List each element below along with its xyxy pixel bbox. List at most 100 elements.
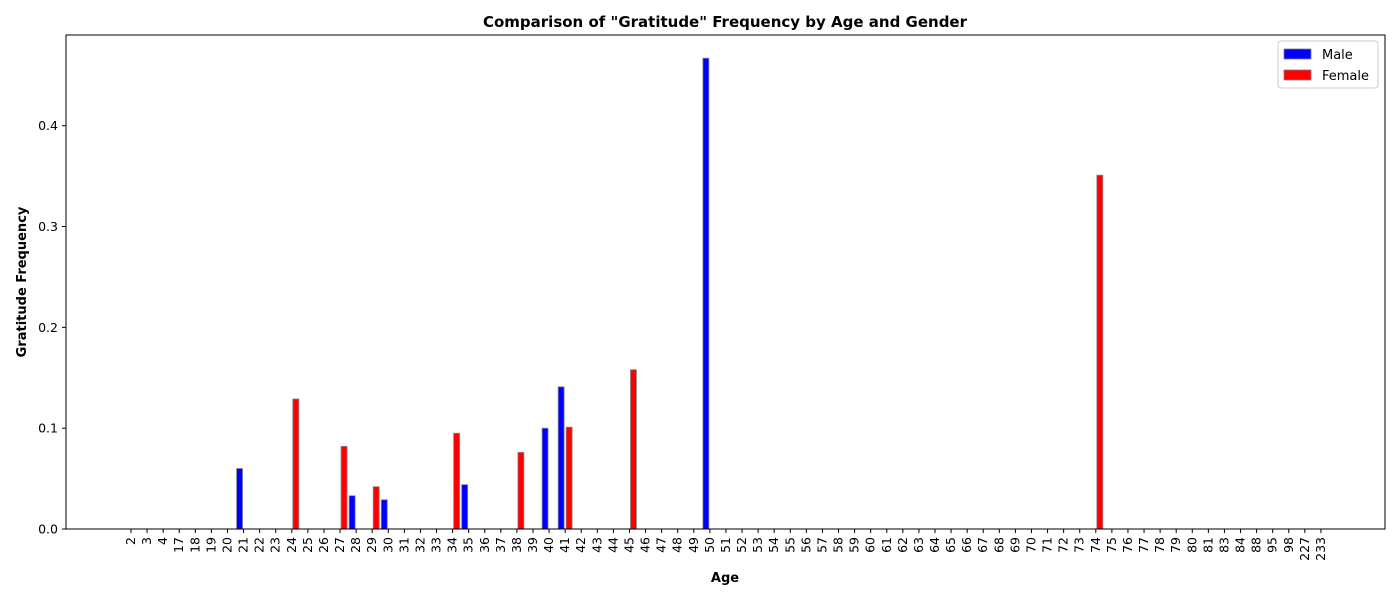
x-tick-label: 57 <box>814 537 829 553</box>
bar-female-38 <box>517 451 525 530</box>
legend-label-female: Female <box>1322 69 1369 84</box>
y-tick-label: 0.1 <box>38 421 58 436</box>
bar-male-40 <box>541 427 549 530</box>
x-tick-label: 2 <box>123 537 138 545</box>
x-tick-label: 27 <box>332 537 347 553</box>
x-tick-label: 49 <box>686 537 701 553</box>
x-tick-label: 71 <box>1040 537 1055 553</box>
x-tick-label: 22 <box>252 537 267 553</box>
x-tick-label: 45 <box>621 537 636 553</box>
x-tick-label: 55 <box>782 537 797 553</box>
x-tick-label: 36 <box>477 537 492 553</box>
x-tick-label: 18 <box>187 537 202 553</box>
x-tick-label: 69 <box>1007 537 1022 553</box>
bar-male-50 <box>702 57 710 530</box>
x-tick-label: 23 <box>268 537 283 553</box>
bar-female-74 <box>1096 174 1104 530</box>
y-axis-label: Gratitude Frequency <box>15 206 30 357</box>
bar-male-41 <box>557 386 565 530</box>
x-tick-label: 227 <box>1297 537 1312 561</box>
x-tick-label: 58 <box>831 537 846 553</box>
x-tick-label: 40 <box>541 537 556 553</box>
x-tick-label: 28 <box>348 537 363 553</box>
x-tick-label: 60 <box>863 537 878 553</box>
legend: Male Female <box>1277 40 1379 89</box>
x-tick-label: 54 <box>766 537 781 553</box>
x-tick-label: 20 <box>219 537 234 553</box>
x-tick-label: 37 <box>493 537 508 553</box>
y-tick-label: 0.3 <box>38 219 58 234</box>
bar-female-27 <box>340 445 348 530</box>
x-tick-label: 77 <box>1136 537 1151 553</box>
x-tick-label: 25 <box>300 537 315 553</box>
legend-swatch-female <box>1283 69 1312 81</box>
x-tick-label: 56 <box>798 537 813 553</box>
x-tick-label: 61 <box>879 537 894 553</box>
chart-title: Comparison of "Gratitude" Frequency by A… <box>483 13 968 31</box>
x-tick-label: 64 <box>927 537 942 553</box>
x-tick-label: 33 <box>429 537 444 553</box>
x-tick-label: 21 <box>236 537 251 553</box>
x-tick-label: 48 <box>670 537 685 553</box>
legend-label-male: Male <box>1322 48 1353 63</box>
bar-female-41 <box>565 426 573 530</box>
x-tick-label: 65 <box>943 537 958 553</box>
x-tick-label: 43 <box>589 537 604 553</box>
x-tick-label: 53 <box>750 537 765 553</box>
x-tick-label: 19 <box>203 537 218 553</box>
y-tick-label: 0.0 <box>38 522 58 537</box>
x-tick-label: 66 <box>959 537 974 553</box>
x-tick-label: 47 <box>654 537 669 553</box>
x-tick-label: 38 <box>509 537 524 553</box>
x-tick-label: 17 <box>171 537 186 553</box>
bar-male-30 <box>380 499 388 530</box>
bar-male-35 <box>461 484 469 530</box>
x-tick-label: 50 <box>702 537 717 553</box>
x-tick-label: 63 <box>911 537 926 553</box>
bar-female-34 <box>453 432 461 530</box>
x-tick-label: 26 <box>316 537 331 553</box>
x-tick-label: 98 <box>1281 537 1296 553</box>
x-tick-label: 83 <box>1216 537 1231 553</box>
bar-female-24 <box>292 398 300 530</box>
x-tick-label: 44 <box>605 537 620 553</box>
x-tick-label: 46 <box>638 537 653 553</box>
x-tick-label: 59 <box>847 537 862 553</box>
x-tick-label: 35 <box>461 537 476 553</box>
x-tick-label: 233 <box>1313 537 1328 561</box>
x-tick-label: 29 <box>364 537 379 553</box>
x-tick-label: 84 <box>1233 537 1248 553</box>
x-tick-label: 39 <box>525 537 540 553</box>
bar-female-29 <box>372 486 380 530</box>
x-tick-label: 52 <box>734 537 749 553</box>
x-tick-label: 3 <box>139 537 154 545</box>
x-tick-label: 81 <box>1200 537 1215 553</box>
x-axis: 2 3 4 17 18 19 20 21 22 23 24 25 26 27 28 29 30 31 32 33 34 3… <box>123 529 1328 561</box>
y-tick-label: 0.4 <box>38 118 58 133</box>
bar-male-28 <box>348 495 356 530</box>
x-tick-label: 68 <box>991 537 1006 553</box>
y-tick-label: 0.2 <box>38 320 58 335</box>
x-tick-label: 31 <box>396 537 411 553</box>
x-tick-label: 74 <box>1088 537 1103 553</box>
plot-area <box>236 57 1104 530</box>
x-tick-label: 32 <box>412 537 427 553</box>
x-tick-label: 75 <box>1104 537 1119 553</box>
bar-female-45 <box>630 369 637 530</box>
x-tick-label: 78 <box>1152 537 1167 553</box>
x-tick-label: 79 <box>1168 537 1183 553</box>
x-tick-label: 88 <box>1249 537 1264 553</box>
x-tick-label: 72 <box>1056 537 1071 553</box>
x-axis-label: Age <box>711 571 739 586</box>
legend-swatch-male <box>1283 48 1312 60</box>
plot-frame <box>65 34 1386 530</box>
x-tick-label: 34 <box>445 537 460 553</box>
x-tick-label: 51 <box>718 537 733 553</box>
x-tick-label: 4 <box>155 537 170 545</box>
x-tick-label: 95 <box>1265 537 1280 553</box>
x-tick-label: 67 <box>975 537 990 553</box>
y-axis: 0.0 0.1 0.2 0.3 0.4 <box>38 118 66 537</box>
x-tick-label: 70 <box>1023 537 1038 553</box>
x-tick-label: 73 <box>1072 537 1087 553</box>
